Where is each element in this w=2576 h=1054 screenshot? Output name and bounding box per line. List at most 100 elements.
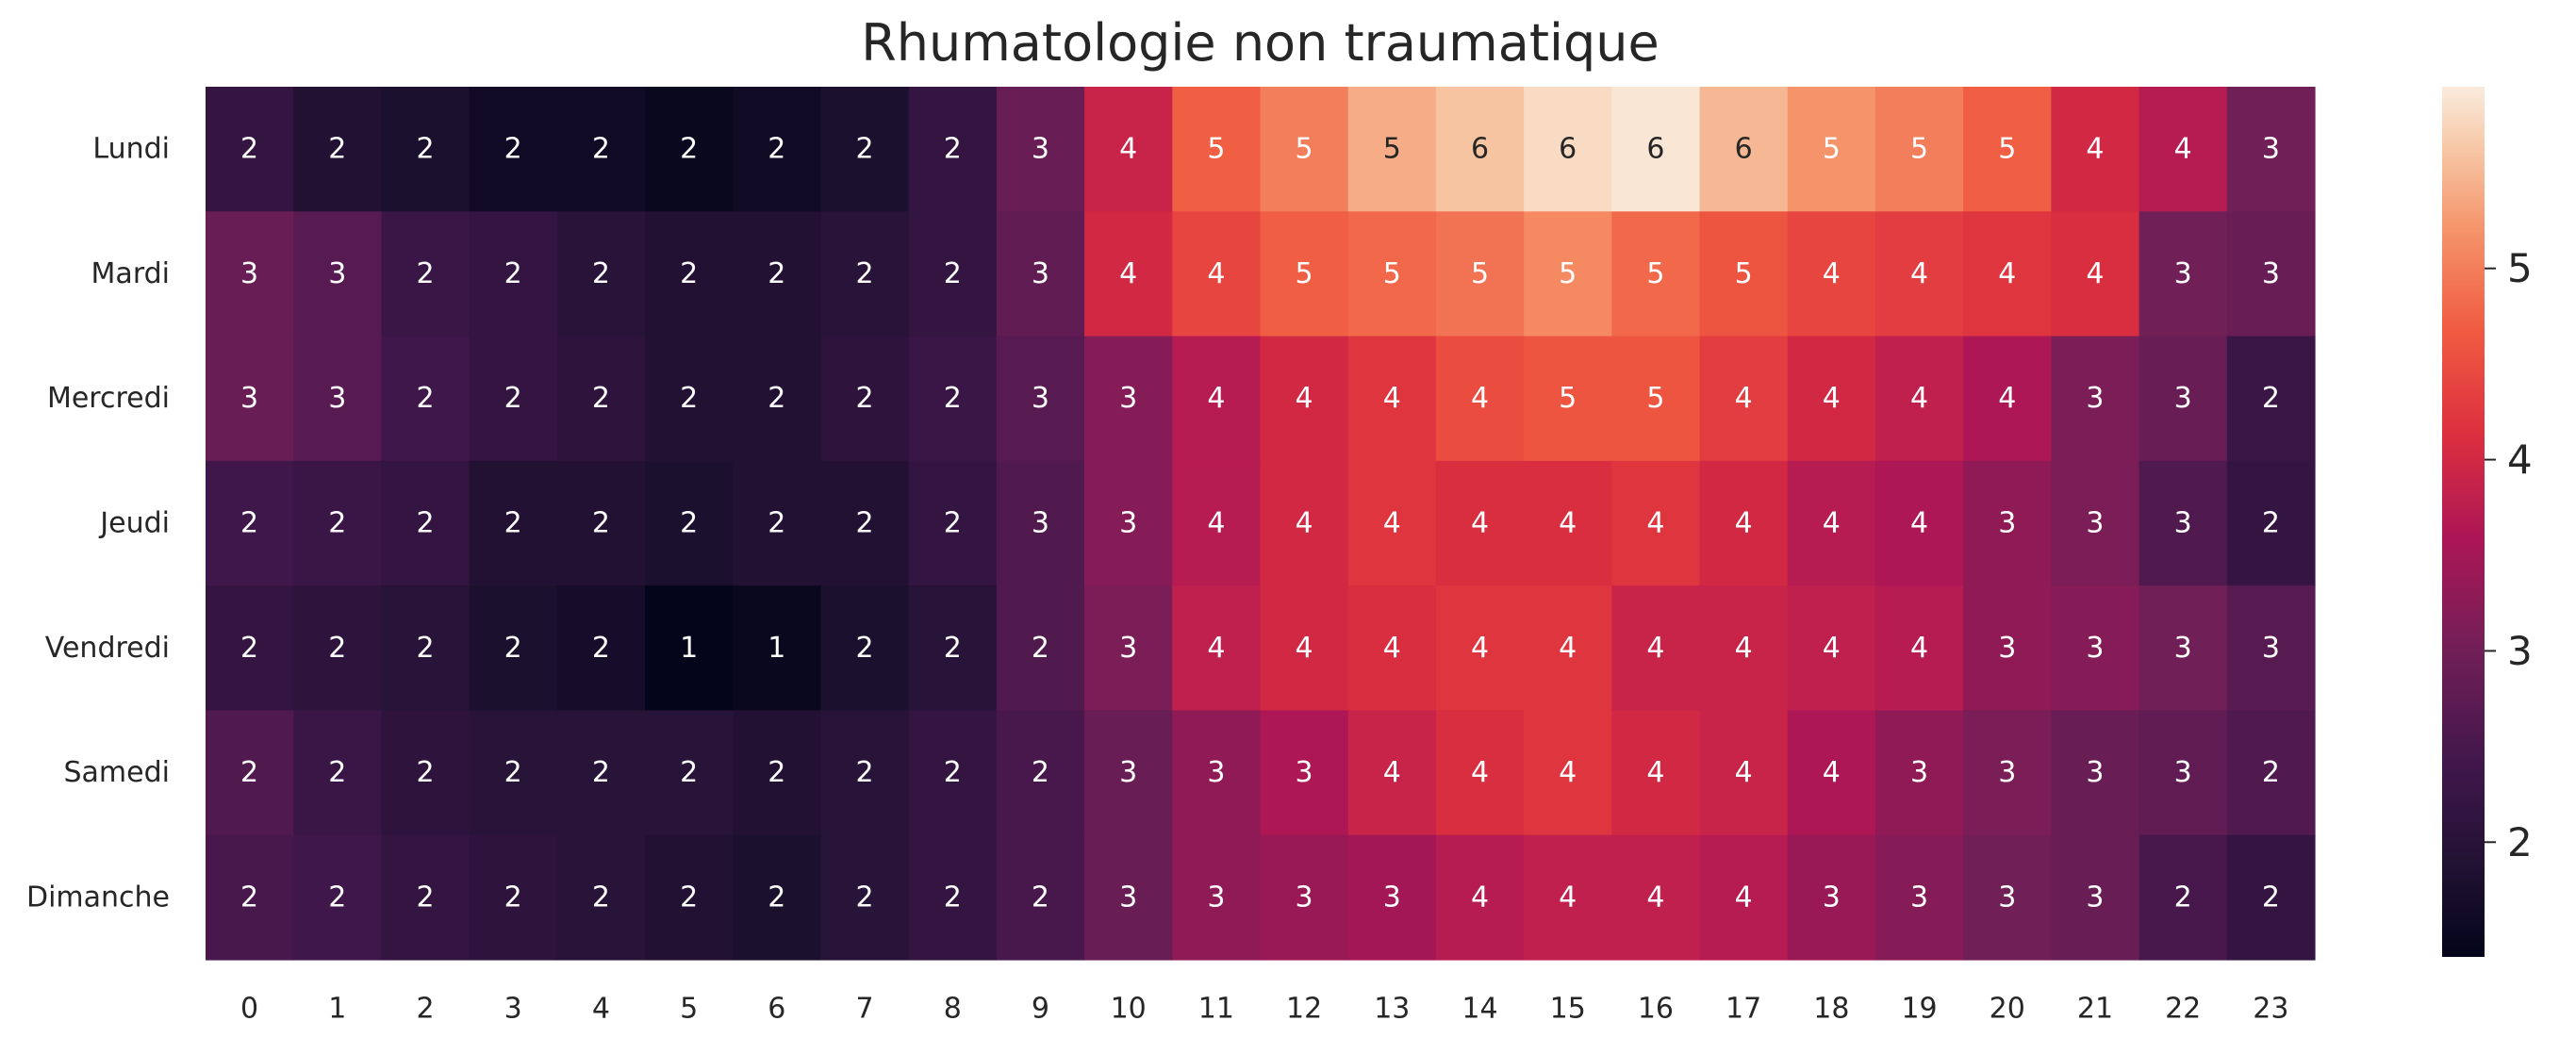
heatmap-cell	[293, 460, 383, 586]
cell-annotation: 3	[1119, 881, 1137, 914]
heatmap-cell	[2138, 585, 2228, 712]
cell-annotation: 3	[1032, 133, 1049, 166]
x-tick-label: 15	[1550, 993, 1586, 1026]
cell-annotation: 4	[1207, 382, 1225, 415]
heatmap-cell	[645, 87, 734, 212]
heatmap-cell	[381, 460, 471, 586]
x-tick-label: 18	[1813, 993, 1849, 1026]
cell-annotation: 2	[328, 507, 346, 540]
heatmap-cell	[1874, 87, 1964, 212]
heatmap-cell	[293, 834, 383, 961]
heatmap-cell	[1347, 460, 1437, 586]
cell-annotation: 4	[1383, 507, 1401, 540]
cell-annotation: 2	[592, 257, 610, 290]
heatmap-cell	[1435, 336, 1525, 462]
cell-annotation: 2	[240, 632, 258, 665]
heatmap-cell	[820, 710, 910, 836]
heatmap-cell	[1084, 87, 1173, 212]
y-tick-label: Lundi	[92, 133, 170, 166]
heatmap-cell	[293, 585, 383, 712]
cell-annotation: 6	[1559, 133, 1577, 166]
heatmap-cell	[820, 460, 910, 586]
y-axis-labels: Lundi Mardi Mercredi Jeudi Vendredi Samedi Dim…	[26, 133, 170, 914]
heatmap-cell	[206, 710, 294, 836]
heatmap-cell	[2138, 460, 2228, 586]
x-tick-label: 6	[768, 993, 785, 1026]
cell-annotation: 2	[416, 632, 434, 665]
cell-annotation: 3	[2262, 632, 2280, 665]
heatmap-cell	[645, 211, 734, 338]
cell-annotation: 2	[504, 382, 522, 415]
cell-annotation: 4	[1383, 632, 1401, 665]
cell-annotation: 2	[328, 632, 346, 665]
heatmap-cell	[820, 336, 910, 462]
heatmap-cell	[733, 460, 822, 586]
cell-annotation: 4	[1910, 382, 1928, 415]
cell-annotation: 5	[1383, 133, 1401, 166]
x-tick-label: 17	[1726, 993, 1761, 1026]
heatmap-cell	[469, 834, 558, 961]
heatmap-cell	[1787, 87, 1876, 212]
cell-annotation: 2	[856, 382, 874, 415]
cell-annotation: 3	[1032, 382, 1049, 415]
colorbar-tick-label: 2	[2507, 819, 2533, 865]
cell-annotation: 2	[944, 756, 962, 789]
cell-annotation: 2	[592, 133, 610, 166]
cell-annotation: 3	[2262, 257, 2280, 290]
cell-annotation: 2	[416, 382, 434, 415]
cell-annotation: 2	[592, 632, 610, 665]
heatmap-cell	[1347, 585, 1437, 712]
x-tick-label: 23	[2253, 993, 2288, 1026]
cell-annotation: 2	[2262, 756, 2280, 789]
y-tick-label: Mardi	[91, 257, 170, 290]
heatmap-cell	[2051, 585, 2140, 712]
x-tick-label: 5	[680, 993, 698, 1026]
heatmap-cell	[1260, 336, 1349, 462]
cell-annotation: 3	[240, 257, 258, 290]
y-tick-label: Dimanche	[26, 881, 170, 914]
cell-annotation: 5	[1383, 257, 1401, 290]
heatmap-cell	[1874, 834, 1964, 961]
heatmap-cell	[381, 211, 471, 338]
heatmap-cell	[733, 834, 822, 961]
heatmap-cell	[2226, 336, 2316, 462]
heatmap-cell	[1524, 460, 1612, 586]
cell-annotation: 4	[1735, 881, 1753, 914]
heatmap-cell	[2051, 87, 2140, 212]
heatmap-cell	[1172, 710, 1262, 836]
heatmap-cell	[1435, 585, 1525, 712]
heatmap-cell	[1874, 710, 1964, 836]
cell-annotation: 4	[1559, 881, 1577, 914]
heatmap-cell	[645, 460, 734, 586]
cell-annotation: 2	[592, 881, 610, 914]
heatmap-cell	[645, 710, 734, 836]
heatmap-cell	[2226, 585, 2316, 712]
cell-annotation: 5	[1471, 257, 1489, 290]
heatmap-cell	[556, 211, 646, 338]
heatmap-cell	[1963, 834, 2052, 961]
heatmap-cell	[206, 834, 294, 961]
heatmap-cell	[2138, 211, 2228, 338]
cell-annotation: 4	[1119, 257, 1137, 290]
heatmap-cell	[381, 585, 471, 712]
heatmap-cell	[2051, 710, 2140, 836]
cell-annotation: 3	[1119, 382, 1137, 415]
heatmap-cell	[2226, 211, 2316, 338]
cell-annotation: 2	[680, 507, 698, 540]
cell-annotation: 2	[504, 257, 522, 290]
cell-annotation: 2	[240, 133, 258, 166]
x-tick-label: 7	[856, 993, 874, 1026]
cell-annotation: 5	[1910, 133, 1928, 166]
heatmap-cell	[908, 460, 998, 586]
cell-annotation: 4	[2086, 257, 2104, 290]
heatmap-cell	[1524, 336, 1612, 462]
heatmap-cell	[1084, 834, 1173, 961]
heatmap-cell	[1172, 336, 1262, 462]
cell-annotation: 2	[416, 507, 434, 540]
heatmap-cell	[1874, 585, 1964, 712]
heatmap-cell	[2138, 710, 2228, 836]
heatmap-cell	[206, 585, 294, 712]
heatmap-cell	[1699, 211, 1789, 338]
heatmap-cell	[469, 585, 558, 712]
